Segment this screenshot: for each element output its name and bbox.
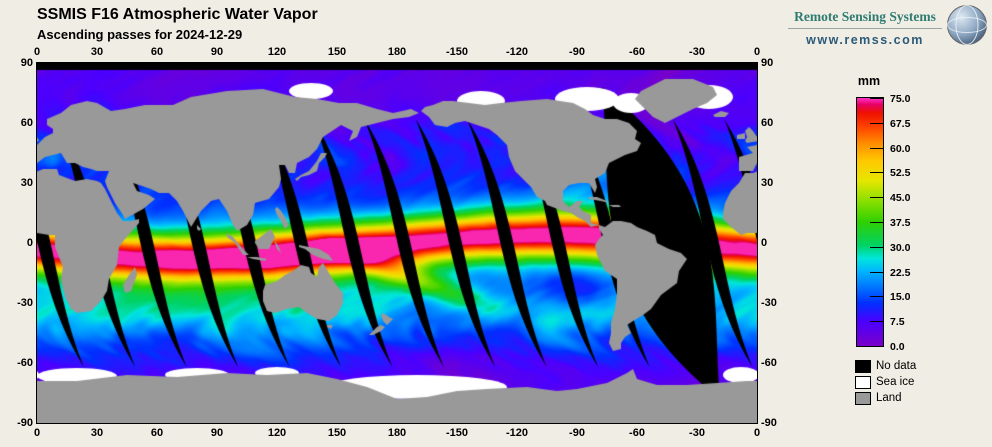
lat-axis-left: 90 60 30 0 -30 -60 -90 (5, 57, 33, 429)
lat-tick-label: 60 (20, 117, 33, 129)
lat-tick-label: 0 (761, 237, 768, 249)
lon-tick-label: 0 (33, 46, 41, 58)
lon-tick-label: 90 (210, 46, 224, 58)
lat-tick-label: 90 (20, 57, 33, 69)
colorbar-tick (870, 296, 883, 298)
colorbar-tick-label: 22.5 (890, 266, 911, 279)
lon-tick-label: -150 (445, 427, 469, 439)
legend-item-land: Land (855, 390, 916, 406)
legend-label-sea-ice: Sea ice (876, 376, 915, 388)
legend-swatch-no-data (855, 359, 871, 373)
colorbar-tick-label: 7.5 (890, 316, 905, 329)
lon-axis-bottom: 0 30 60 90 120 150 180 -150 -120 -90 -60 -30 0 (33, 427, 761, 440)
lon-tick-label: 0 (33, 427, 41, 439)
legend-swatch-land (855, 391, 871, 405)
lon-axis-top: 0 30 60 90 120 150 180 -150 -120 -90 -60 -30 0 (33, 46, 761, 59)
legend-label-land: Land (876, 392, 902, 404)
colorbar-tick-label: 45.0 (890, 192, 911, 205)
lon-tick-label: 60 (150, 427, 164, 439)
colorbar-tick (870, 346, 883, 347)
colorbar-tick-label: 15.0 (890, 291, 911, 304)
lon-tick-label: 180 (387, 46, 407, 58)
lon-tick-label: 60 (150, 46, 164, 58)
legend: No data Sea ice Land (855, 358, 916, 406)
world-map-canvas (37, 63, 757, 423)
colorbar-tick-label: 67.5 (890, 117, 911, 130)
lon-tick-label: 120 (267, 427, 287, 439)
lon-tick-label: 30 (90, 46, 104, 58)
colorbar-tick-label: 52.5 (890, 167, 911, 180)
colorbar-tick (870, 246, 883, 248)
colorbar-tick-label: 30.0 (890, 241, 911, 254)
colorbar-tick (870, 271, 883, 273)
colorbar-tick (870, 98, 883, 99)
colorbar-tick (870, 197, 883, 199)
lon-tick-label: -30 (689, 427, 705, 439)
legend-item-no-data: No data (855, 358, 916, 374)
colorbar-tick (870, 172, 883, 174)
colorbar-tick-label: 0.0 (890, 341, 905, 353)
lon-tick-label: 90 (210, 427, 224, 439)
colorbar-labels: 75.0 67.5 60.0 52.5 45.0 37.5 30.0 22.5 15.0 7.5 0… (890, 93, 930, 353)
lat-axis-right: 90 60 30 0 -30 -60 -90 (761, 57, 789, 429)
colorbar-ticks (870, 98, 883, 347)
legend-label-no-data: No data (876, 360, 917, 372)
lon-tick-label: 150 (327, 427, 347, 439)
lat-tick-label: -90 (17, 417, 33, 429)
colorbar-tick (870, 222, 883, 223)
colorbar-tick-label: 37.5 (890, 217, 911, 229)
lat-tick-label: -30 (17, 297, 33, 309)
lat-tick-label: -30 (761, 297, 777, 309)
lon-tick-label: -30 (689, 46, 705, 58)
branding-name[interactable]: Remote Sensing Systems (788, 9, 942, 29)
lon-tick-label: -90 (569, 46, 585, 58)
lon-tick-label: 180 (387, 427, 407, 439)
page-subtitle: Ascending passes for 2024-12-29 (37, 27, 243, 42)
colorbar-unit-label: mm (857, 74, 881, 88)
lon-tick-label: -150 (445, 46, 469, 58)
globe-logo-icon (947, 5, 987, 45)
map-frame (36, 62, 758, 424)
lat-tick-label: 0 (26, 237, 33, 249)
branding-url[interactable]: www.remss.com (806, 33, 924, 47)
lon-tick-label: -90 (569, 427, 585, 439)
lon-tick-label: -60 (629, 46, 645, 58)
lat-tick-label: 30 (761, 177, 774, 189)
lon-tick-label: 0 (753, 46, 761, 58)
lat-tick-label: 60 (761, 117, 774, 129)
colorbar-tick-label: 75.0 (890, 93, 911, 105)
lat-tick-label: -90 (761, 417, 777, 429)
lon-tick-label: 120 (267, 46, 287, 58)
colorbar-tick (870, 321, 883, 323)
colorbar-tick (870, 122, 883, 124)
lon-tick-label: -60 (629, 427, 645, 439)
legend-swatch-sea-ice (855, 375, 871, 389)
colorbar-tick-label: 60.0 (890, 142, 911, 155)
lon-tick-label: 150 (327, 46, 347, 58)
lat-tick-label: 30 (20, 177, 33, 189)
legend-item-sea-ice: Sea ice (855, 374, 916, 390)
colorbar-tick (870, 147, 883, 149)
lat-tick-label: -60 (17, 357, 33, 369)
lon-tick-label: -120 (505, 427, 529, 439)
lon-tick-label: 30 (90, 427, 104, 439)
lon-tick-label: -120 (505, 46, 529, 58)
page-title: SSMIS F16 Atmospheric Water Vapor (37, 6, 318, 23)
lon-tick-label: 0 (753, 427, 761, 439)
lat-tick-label: -60 (761, 357, 777, 369)
lat-tick-label: 90 (761, 57, 774, 69)
